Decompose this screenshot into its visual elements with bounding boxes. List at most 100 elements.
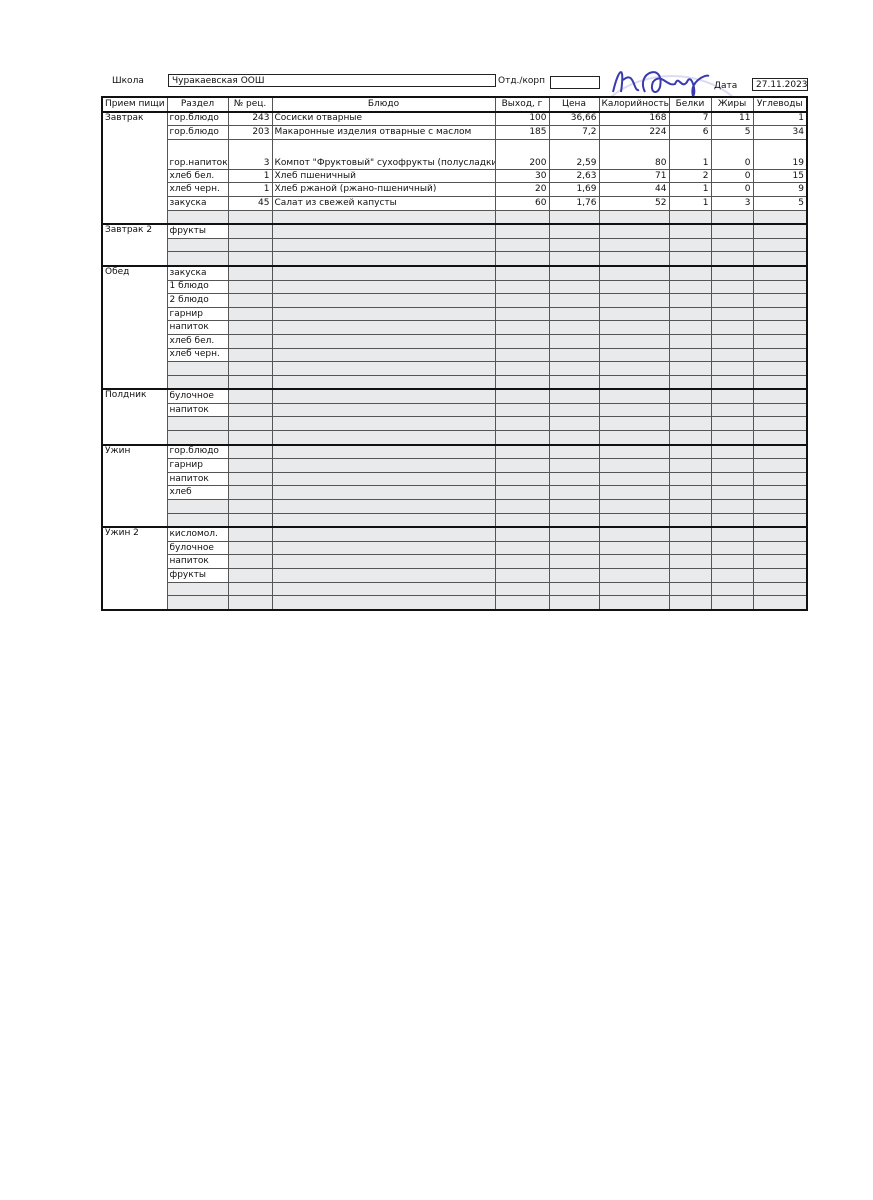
- table-row: хлеб: [102, 485, 808, 501]
- table-row: хлеб черн.: [102, 347, 808, 363]
- carbs-cell: [752, 223, 808, 239]
- calories-cell: [598, 264, 670, 281]
- recipe-number-cell: [227, 540, 273, 556]
- recipe-number-cell: [227, 293, 273, 308]
- calories-cell: [598, 223, 670, 239]
- section-cell: хлеб бел.: [166, 333, 229, 349]
- table-row: Завтрак гор.блюдо 243 Сосиски отварные 100 36…: [101, 110, 808, 225]
- yield-cell: [494, 237, 550, 253]
- calories-cell: 52: [598, 195, 670, 211]
- calories-cell: [598, 512, 670, 528]
- yield-cell: 185: [494, 125, 550, 140]
- calories-cell: [598, 374, 670, 390]
- calories-cell: [598, 581, 670, 597]
- yield-cell: [494, 361, 550, 376]
- protein-cell: [668, 512, 712, 528]
- carbs-cell: [752, 554, 808, 569]
- protein-cell: [668, 279, 712, 295]
- table-row: закуска 45 Салат из свежей капусты 60 1,76 52…: [102, 195, 808, 211]
- calories-cell: [598, 443, 670, 460]
- protein-cell: [668, 568, 712, 583]
- meal-name: Завтрак: [101, 110, 168, 225]
- protein-cell: 1: [668, 138, 712, 170]
- price-cell: [548, 499, 600, 514]
- dish-cell: [271, 430, 496, 446]
- section-cell: булочное: [166, 540, 229, 556]
- table-row: [102, 416, 808, 432]
- yield-cell: [494, 595, 550, 611]
- yield-cell: [494, 320, 550, 335]
- yield-cell: 200: [494, 138, 550, 170]
- calories-cell: [598, 471, 670, 487]
- dish-cell: [271, 568, 496, 583]
- recipe-number-cell: [227, 595, 273, 611]
- recipe-number-cell: 3: [227, 138, 273, 170]
- column-header: Блюдо: [271, 96, 496, 113]
- fat-cell: [710, 264, 754, 281]
- price-cell: [548, 264, 600, 281]
- dish-cell: [271, 512, 496, 528]
- protein-cell: 1: [668, 182, 712, 197]
- calories-cell: [598, 540, 670, 556]
- calories-cell: 44: [598, 182, 670, 197]
- recipe-number-cell: [227, 568, 273, 583]
- table-row: гарнир: [102, 306, 808, 322]
- price-cell: [548, 568, 600, 583]
- fat-cell: [710, 540, 754, 556]
- fat-cell: [710, 402, 754, 418]
- price-cell: 36,66: [548, 110, 600, 127]
- carbs-cell: [752, 595, 808, 611]
- carbs-cell: [752, 458, 808, 473]
- recipe-number-cell: [227, 471, 273, 487]
- table-row: [102, 430, 808, 446]
- price-cell: [548, 293, 600, 308]
- fat-cell: [710, 374, 754, 390]
- protein-cell: [668, 485, 712, 501]
- protein-cell: [668, 347, 712, 363]
- price-cell: 2,63: [548, 168, 600, 184]
- table-row: [102, 251, 808, 267]
- fat-cell: [710, 347, 754, 363]
- carbs-cell: [752, 581, 808, 597]
- table-row: Ужин 2 кисломол.: [101, 526, 808, 611]
- recipe-number-cell: [227, 361, 273, 376]
- protein-cell: [668, 388, 712, 404]
- price-cell: 1,76: [548, 195, 600, 211]
- price-cell: [548, 485, 600, 501]
- protein-cell: [668, 458, 712, 473]
- dish-cell: [271, 443, 496, 460]
- recipe-number-cell: 1: [227, 182, 273, 197]
- recipe-number-cell: [227, 264, 273, 281]
- table-row: Полдник булочное: [101, 388, 808, 446]
- column-header: Цена: [548, 96, 600, 113]
- table-row: Ужин гор.блюдо: [101, 443, 808, 528]
- section-cell: хлеб черн.: [166, 347, 229, 363]
- fat-cell: [710, 293, 754, 308]
- dish-cell: [271, 333, 496, 349]
- protein-cell: [668, 499, 712, 514]
- table-row: 2 блюдо: [102, 293, 808, 308]
- protein-cell: [668, 333, 712, 349]
- yield-cell: [494, 568, 550, 583]
- protein-cell: [668, 374, 712, 390]
- section-cell: булочное: [166, 388, 229, 404]
- table-row: [102, 237, 808, 253]
- yield-cell: [494, 430, 550, 446]
- recipe-number-cell: 203: [227, 125, 273, 140]
- meal-name: Завтрак 2: [101, 223, 168, 267]
- price-cell: [548, 416, 600, 432]
- dish-cell: [271, 264, 496, 281]
- protein-cell: [668, 264, 712, 281]
- fat-cell: [710, 568, 754, 583]
- dish-cell: [271, 293, 496, 308]
- yield-cell: 30: [494, 168, 550, 184]
- dish-cell: [271, 499, 496, 514]
- dish-cell: Хлеб ржаной (ржано-пшеничный): [271, 182, 496, 197]
- protein-cell: 6: [668, 125, 712, 140]
- carbs-cell: [752, 526, 808, 542]
- carbs-cell: [752, 251, 808, 267]
- table-row: [102, 512, 808, 528]
- price-cell: [548, 471, 600, 487]
- fat-cell: [710, 279, 754, 295]
- carbs-cell: [752, 430, 808, 446]
